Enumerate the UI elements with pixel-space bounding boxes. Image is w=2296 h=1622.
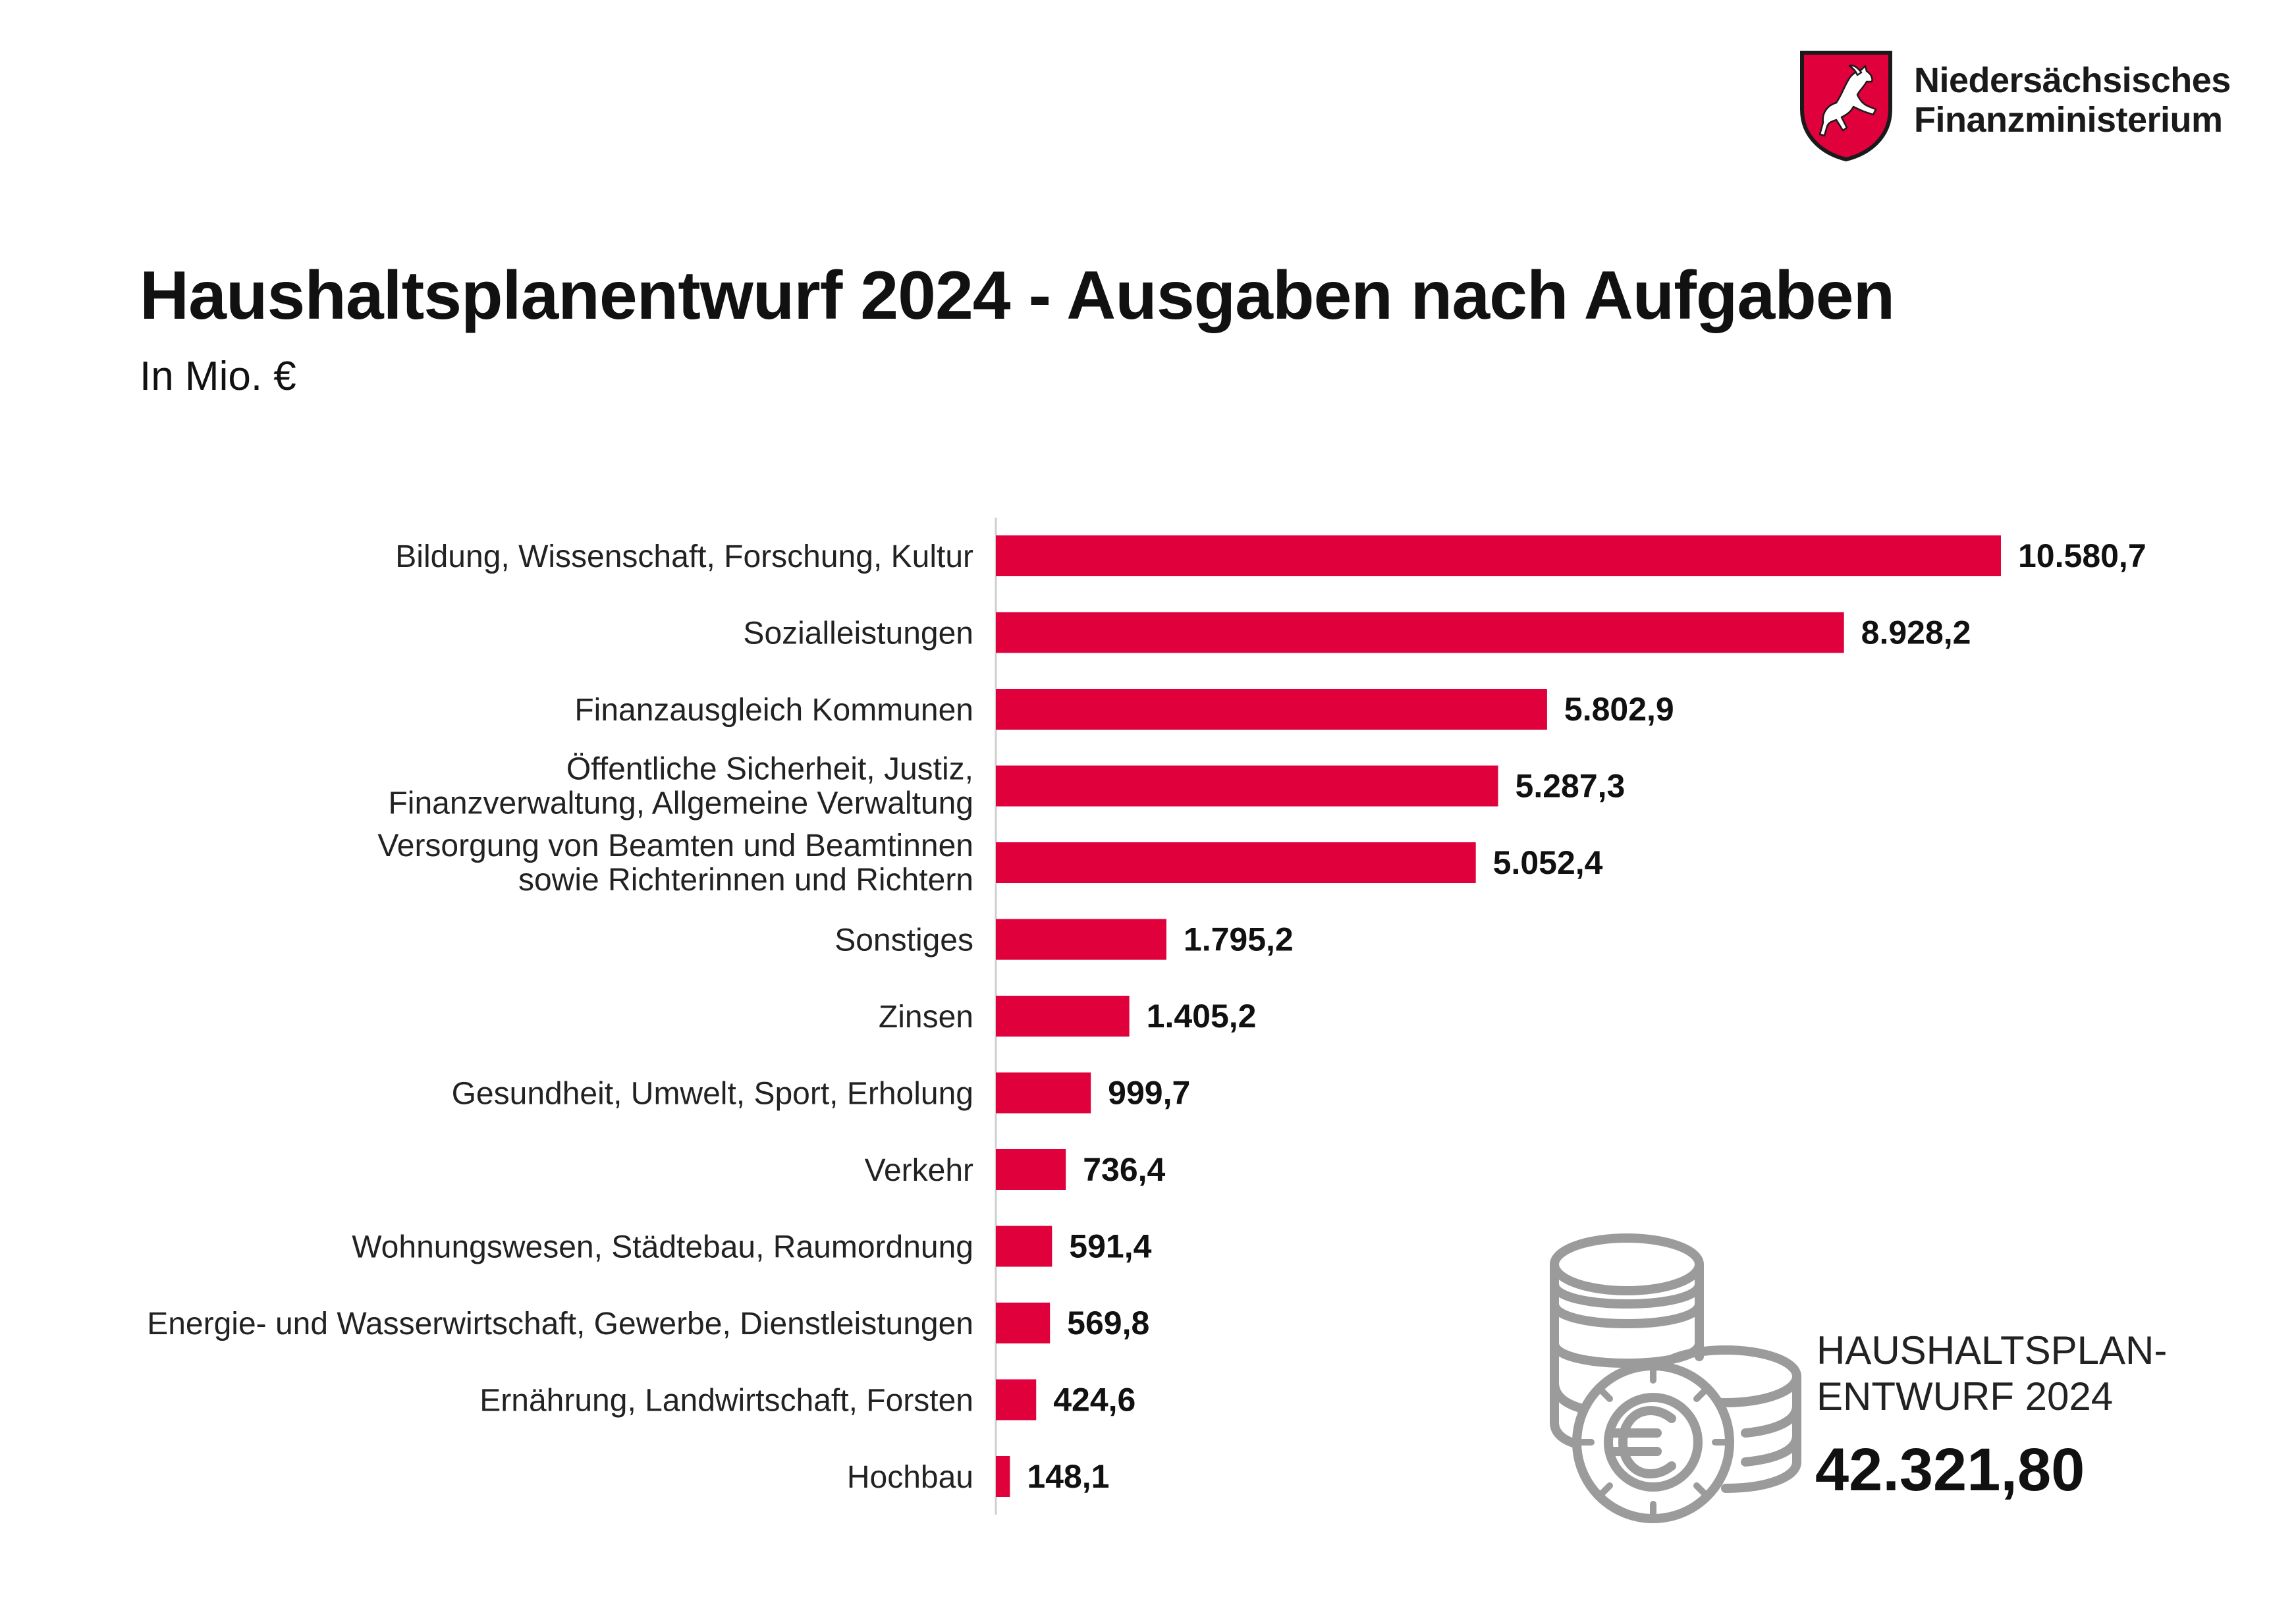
data-label: 5.287,3	[1516, 768, 1626, 805]
category-label: Bildung, Wissenschaft, Forschung, Kultur	[395, 539, 973, 574]
bar	[996, 1149, 1066, 1190]
data-label: 1.795,2	[1184, 921, 1294, 958]
category-label: Wohnungswesen, Städtebau, Raumordnung	[352, 1230, 973, 1265]
category-label: Hochbau	[847, 1460, 973, 1495]
data-label: 5.802,9	[1564, 691, 1674, 728]
ministry-name-line1: Niedersächsisches	[1914, 61, 2231, 100]
category-label: Öffentliche Sicherheit, Justiz,	[566, 752, 973, 787]
data-label: 591,4	[1069, 1228, 1151, 1265]
category-label: Gesundheit, Umwelt, Sport, Erholung	[452, 1077, 973, 1112]
bar-chart: 10.580,7 Bildung, Wissenschaft, Forschung…	[147, 518, 2146, 1515]
ministry-logo: Niedersächsisches Finanzministerium	[1798, 49, 2259, 165]
bar	[996, 996, 1130, 1037]
chart-title: Haushaltsplanentwurf 2024 - Ausgaben nac…	[140, 257, 1895, 334]
bar	[996, 1072, 1091, 1114]
lower-saxony-horse-shield-icon	[1800, 51, 1892, 162]
total-value: 42.321,80	[1815, 1436, 2085, 1503]
chart-subtitle: In Mio. €	[140, 354, 296, 399]
category-label: Zinsen	[879, 1000, 973, 1035]
euro-coin-stack-icon	[1550, 1233, 1801, 1523]
category-label: Sonstiges	[834, 923, 973, 958]
data-label: 148,1	[1027, 1458, 1109, 1495]
bar	[996, 1456, 1010, 1497]
category-label: Sozialleistungen	[743, 616, 973, 651]
category-label: Energie- und Wasserwirtschaft, Gewerbe, …	[147, 1307, 973, 1341]
total-caption-line2: ENTWURF 2024	[1817, 1374, 2114, 1419]
data-label: 1.405,2	[1147, 998, 1257, 1035]
data-label: 736,4	[1083, 1151, 1165, 1188]
bar	[996, 1379, 1037, 1420]
bar	[996, 1226, 1052, 1267]
data-label: 999,7	[1108, 1075, 1190, 1112]
bar	[996, 689, 1547, 730]
bar	[996, 535, 2001, 576]
data-label: 424,6	[1053, 1382, 1135, 1419]
category-label: Finanzausgleich Kommunen	[574, 693, 973, 728]
category-label: Versorgung von Beamten und Beamtinnen	[377, 828, 973, 863]
bar	[996, 919, 1166, 960]
ministry-name: Niedersächsisches Finanzministerium	[1914, 61, 2231, 140]
data-label: 5.052,4	[1493, 844, 1603, 881]
bar	[996, 612, 1844, 653]
data-label: 569,8	[1067, 1305, 1149, 1341]
ministry-name-line2: Finanzministerium	[1914, 100, 2223, 140]
bar	[996, 1303, 1051, 1343]
total-caption-line1: HAUSHALTSPLAN-	[1817, 1328, 2168, 1372]
category-label: Ernährung, Landwirtschaft, Forsten	[479, 1384, 973, 1419]
bar	[996, 842, 1476, 883]
category-label: Verkehr	[865, 1153, 973, 1188]
total-caption: HAUSHALTSPLAN- ENTWURF 2024	[1817, 1328, 2167, 1420]
data-label: 10.580,7	[2018, 537, 2146, 574]
category-label: Finanzverwaltung, Allgemeine Verwaltung	[388, 786, 973, 821]
data-label: 8.928,2	[1861, 614, 1971, 651]
bar	[996, 765, 1498, 807]
category-label: sowie Richterinnen und Richtern	[518, 863, 973, 898]
